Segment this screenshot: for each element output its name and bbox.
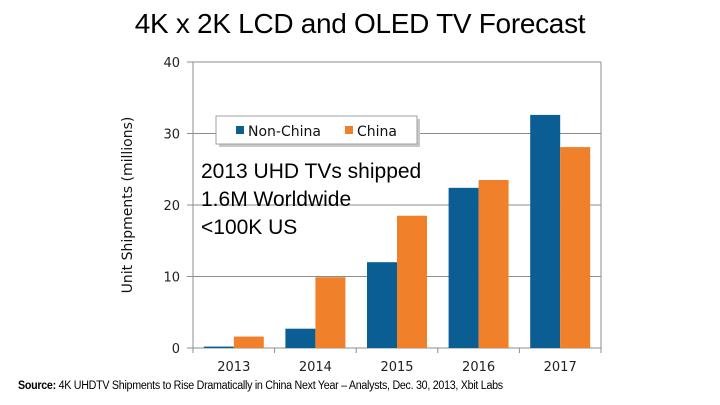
chart-title: 4K x 2K LCD and OLED TV Forecast xyxy=(134,8,586,39)
y-axis-label: Unit Shipments (millions) xyxy=(120,117,136,294)
x-tick-label-2016: 2016 xyxy=(462,360,495,375)
bar-china-2014 xyxy=(315,277,346,348)
bar-non-china-2014 xyxy=(285,328,316,348)
annotation-line-3: <100K US xyxy=(201,216,297,239)
x-tick-label-2015: 2015 xyxy=(380,360,413,375)
legend-swatch-non-china xyxy=(236,126,244,134)
source-citation: Source: 4K UHDTV Shipments to Rise Drama… xyxy=(18,380,503,392)
source-text: 4K UHDTV Shipments to Rise Dramatically … xyxy=(58,380,504,392)
y-tick-label: 0 xyxy=(172,342,180,357)
bars xyxy=(203,114,591,348)
source-label: Source: xyxy=(18,380,56,392)
bar-china-2016 xyxy=(478,179,509,348)
annotation-line-2: 1.6M Worldwide xyxy=(201,188,351,211)
legend-box xyxy=(215,115,418,145)
x-tick-label-2017: 2017 xyxy=(544,360,577,375)
bar-non-china-2016 xyxy=(448,187,479,348)
y-tick-label: 10 xyxy=(163,271,180,286)
axes xyxy=(192,62,602,353)
bar-non-china-2017 xyxy=(530,114,561,348)
legend-label-china: China xyxy=(357,124,397,140)
bar-china-2013 xyxy=(233,336,264,348)
annotation-line-1: 2013 UHD TVs shipped xyxy=(201,160,421,183)
x-tick-label-2014: 2014 xyxy=(299,360,332,375)
x-tick-label-2013: 2013 xyxy=(217,360,250,375)
legend-swatch-china xyxy=(345,126,353,134)
annotation-text: 2013 UHD TVs shipped 1.6M Worldwide <100… xyxy=(201,160,421,239)
bar-non-china-2015 xyxy=(367,262,397,348)
y-tick-label: 20 xyxy=(163,199,180,214)
tick-labels: 0 10 20 30 40 2013 2014 2015 2016 2017 xyxy=(163,56,576,375)
y-tick-label: 30 xyxy=(163,128,180,143)
bar-non-china-2013 xyxy=(203,346,234,348)
legend: Non-China China xyxy=(215,115,420,147)
bar-china-2017 xyxy=(560,147,591,348)
bar-china-2015 xyxy=(397,215,427,348)
y-tick-label: 40 xyxy=(163,56,180,71)
legend-label-non-china: Non-China xyxy=(248,124,321,140)
